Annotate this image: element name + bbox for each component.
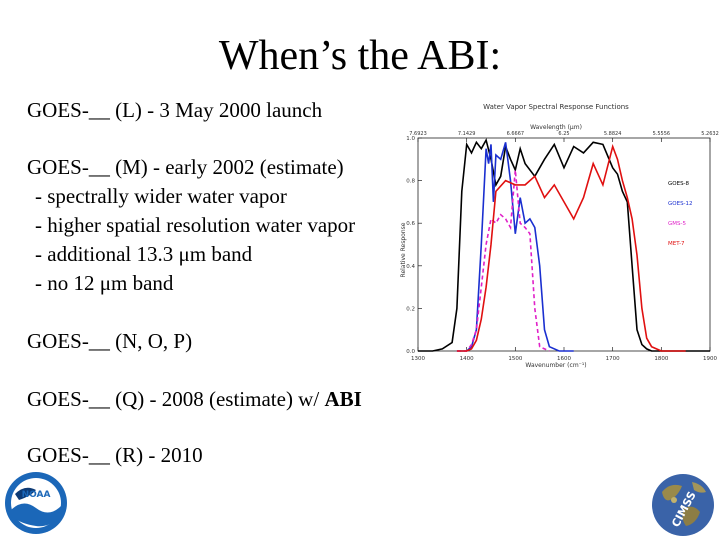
x-tick-label: 1900 [703,356,717,362]
top-tick-label: 5.2632 [701,131,719,137]
y-axis-label: Relative Response [400,222,407,277]
series-line-gms-5 [456,169,550,352]
bullet-13-3-band: - additional 13.3 μm band [35,242,253,266]
series-line-met-7 [456,143,686,352]
top-tick-label: 7.6923 [409,131,427,137]
chart-title: Water Vapor Spectral Response Functions [483,103,629,111]
goes-m-line: GOES-__ (M) - early 2002 (estimate) [27,155,344,179]
series-line-goes-8 [418,137,710,352]
y-tick-label: 0.2 [406,306,415,312]
goes-q-line: GOES-__ (Q) - 2008 (estimate) w/ ABI [27,386,362,412]
x-tick-label: 1300 [411,356,425,362]
y-tick-label: 0.4 [406,264,415,270]
goes-r-line: GOES-__ (R) - 2010 [27,443,203,467]
svg-text:NOAA: NOAA [22,490,51,500]
bullet-water-vapor: - spectrally wider water vapor [35,184,287,208]
noaa-logo: NOAA [5,472,67,534]
x-tick-label: 1500 [508,356,522,362]
cimss-logo: CIMSS [652,474,714,536]
slide-title: When’s the ABI: [218,33,502,79]
goes-l-line: GOES-__ (L) - 3 May 2000 launch [27,98,323,122]
series-line-goes-12 [456,142,574,352]
top-tick-label: 6.6667 [507,131,525,137]
x-tick-label: 1600 [557,356,571,362]
x-axis-label: Wavenumber (cm⁻¹) [525,362,586,369]
top-tick-label: 5.8824 [604,131,622,137]
x-tick-label: 1400 [460,356,474,362]
y-tick-label: 0.8 [406,179,415,185]
goes-nop-line: GOES-__ (N, O, P) [27,329,193,353]
top-tick-label: 7.1429 [458,131,476,137]
legend-entry: GMS-5 [668,221,686,227]
bullet-resolution: - higher spatial resolution water vapor [35,213,356,237]
water-vapor-chart: Water Vapor Spectral Response Functions … [400,103,719,369]
y-tick-label: 0.0 [406,349,415,355]
legend-entry: MET-7 [668,241,685,247]
y-tick-label: 1.0 [406,136,415,142]
goes-q-text: GOES-__ (Q) - 2008 (estimate) w/ [27,387,325,411]
y-tick-label: 0.6 [406,221,415,227]
legend-entry: GOES-12 [668,201,693,207]
legend-entry: GOES-8 [668,181,690,187]
top-tick-label: 6.25 [558,131,569,137]
plot-frame [417,137,711,352]
x-tick-label: 1700 [606,356,620,362]
abi-label: ABI [324,387,362,411]
top-axis-label: Wavelength (μm) [530,124,582,131]
bullet-no-12-band: - no 12 μm band [35,271,174,295]
top-tick-label: 5.5556 [653,131,671,137]
x-tick-label: 1800 [654,356,668,362]
